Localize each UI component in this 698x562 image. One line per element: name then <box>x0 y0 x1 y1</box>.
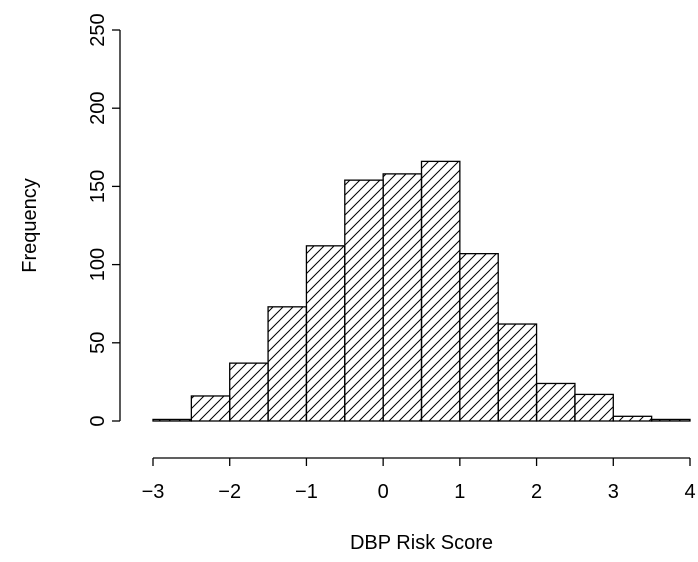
y-axis-title: Frequency <box>19 178 41 273</box>
histogram-bar-5 <box>344 179 384 422</box>
x-axis: −3 −2 −1 0 1 2 3 4 <box>142 457 696 503</box>
x-tick-label: 4 <box>684 481 695 503</box>
histogram-bar-13 <box>650 418 691 422</box>
y-tick-label: 50 <box>87 332 109 354</box>
y-tick-label: 100 <box>87 248 109 281</box>
x-tick-label: 3 <box>608 481 619 503</box>
histogram-bar-2 <box>229 362 269 422</box>
x-tick-label: −3 <box>142 481 165 503</box>
histogram-bars <box>152 160 691 422</box>
histogram-bar-7 <box>420 160 461 422</box>
y-tick-label: 200 <box>87 92 109 125</box>
histogram-bar-10 <box>535 382 576 422</box>
x-axis-title: DBP Risk Score <box>350 532 493 554</box>
histogram-bar-1 <box>190 395 231 422</box>
histogram-bar-8 <box>459 253 499 422</box>
histogram-bar-9 <box>497 323 538 422</box>
x-tick-label: −1 <box>295 481 318 503</box>
histogram-bar-12 <box>612 415 653 422</box>
y-tick-label: 250 <box>87 13 109 46</box>
y-tick-label: 150 <box>87 170 109 203</box>
y-axis: 0 50 100 150 200 250 <box>87 13 121 427</box>
y-tick-label: 0 <box>87 415 109 426</box>
histogram-bar-6 <box>382 173 423 422</box>
x-tick-label: 0 <box>378 481 389 503</box>
histogram-bar-11 <box>574 393 614 422</box>
x-tick-label: 1 <box>454 481 465 503</box>
x-tick-label: 2 <box>531 481 542 503</box>
histogram-bar-3 <box>267 306 308 422</box>
histogram-bar-4 <box>305 245 346 422</box>
histogram-bar-0 <box>152 418 193 422</box>
x-tick-label: −2 <box>218 481 241 503</box>
